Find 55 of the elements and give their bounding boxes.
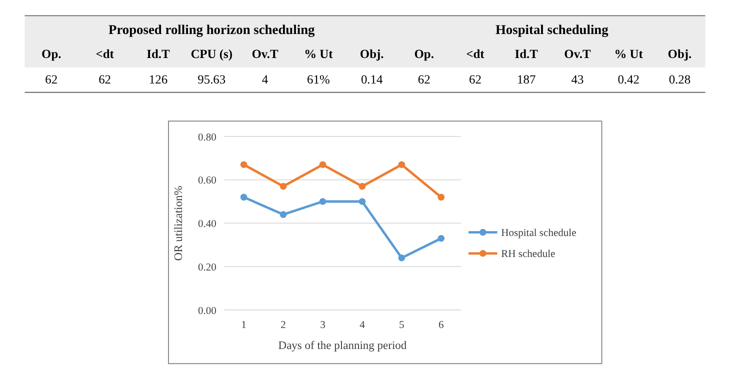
y-tick-label: 0.20 bbox=[198, 262, 216, 274]
text: CPU (s) bbox=[190, 46, 233, 61]
point bbox=[319, 198, 326, 205]
text: 62 bbox=[45, 72, 58, 87]
text: % Ut bbox=[614, 46, 644, 61]
x-tick-label: 5 bbox=[399, 320, 404, 332]
text: Obj. bbox=[668, 46, 692, 61]
text: Id.T bbox=[514, 46, 539, 61]
x-tick-label: 1 bbox=[241, 320, 246, 332]
text: <dt bbox=[466, 46, 486, 61]
text: 0.14 bbox=[360, 72, 384, 87]
text: 187 bbox=[517, 72, 536, 87]
text: 0.42 bbox=[618, 72, 640, 87]
text: 0.28 bbox=[668, 72, 691, 87]
y-tick-label: 0.40 bbox=[198, 219, 216, 230]
y-tick-label: 0.60 bbox=[198, 176, 216, 187]
text: 62 bbox=[469, 72, 482, 87]
point bbox=[438, 234, 445, 242]
text: Proposed rolling horizon scheduling bbox=[108, 22, 316, 37]
text: 95.63 bbox=[198, 72, 226, 87]
text: Ov.T bbox=[564, 46, 592, 61]
point bbox=[398, 161, 406, 168]
text: Op. bbox=[42, 46, 62, 61]
point bbox=[280, 182, 287, 190]
text: Op. bbox=[414, 46, 434, 61]
legend-label: RH schedule bbox=[501, 249, 556, 260]
point bbox=[240, 194, 248, 201]
x-tick-label: 2 bbox=[280, 320, 286, 332]
point bbox=[280, 211, 287, 218]
text: 126 bbox=[148, 72, 168, 87]
point bbox=[438, 194, 445, 201]
text: Id.T bbox=[146, 46, 171, 61]
text: 62 bbox=[418, 72, 430, 87]
x-tick-label: 4 bbox=[360, 320, 366, 332]
x-axis-title: Days of the planning period bbox=[278, 340, 407, 352]
point bbox=[319, 161, 326, 168]
y-tick-label: 0.80 bbox=[198, 132, 216, 144]
point bbox=[398, 254, 406, 262]
y-tick-label: 0.00 bbox=[198, 306, 216, 317]
x-tick-label: 6 bbox=[438, 320, 444, 332]
point bbox=[358, 182, 366, 190]
x-tick-label: 3 bbox=[320, 320, 326, 332]
text: 43 bbox=[571, 72, 584, 87]
text: 62 bbox=[98, 72, 112, 87]
legend-label: Hospital schedule bbox=[501, 228, 577, 240]
text: Hospital scheduling bbox=[495, 22, 609, 37]
text: <dt bbox=[96, 46, 115, 61]
point bbox=[358, 198, 366, 205]
text: 61% bbox=[307, 72, 330, 87]
text: Ov.T bbox=[252, 46, 280, 61]
text: % Ut bbox=[304, 46, 334, 61]
text: Obj. bbox=[360, 46, 384, 61]
y-axis-title: OR utilization% bbox=[172, 185, 185, 261]
point bbox=[240, 161, 248, 168]
text: 4 bbox=[262, 72, 269, 87]
